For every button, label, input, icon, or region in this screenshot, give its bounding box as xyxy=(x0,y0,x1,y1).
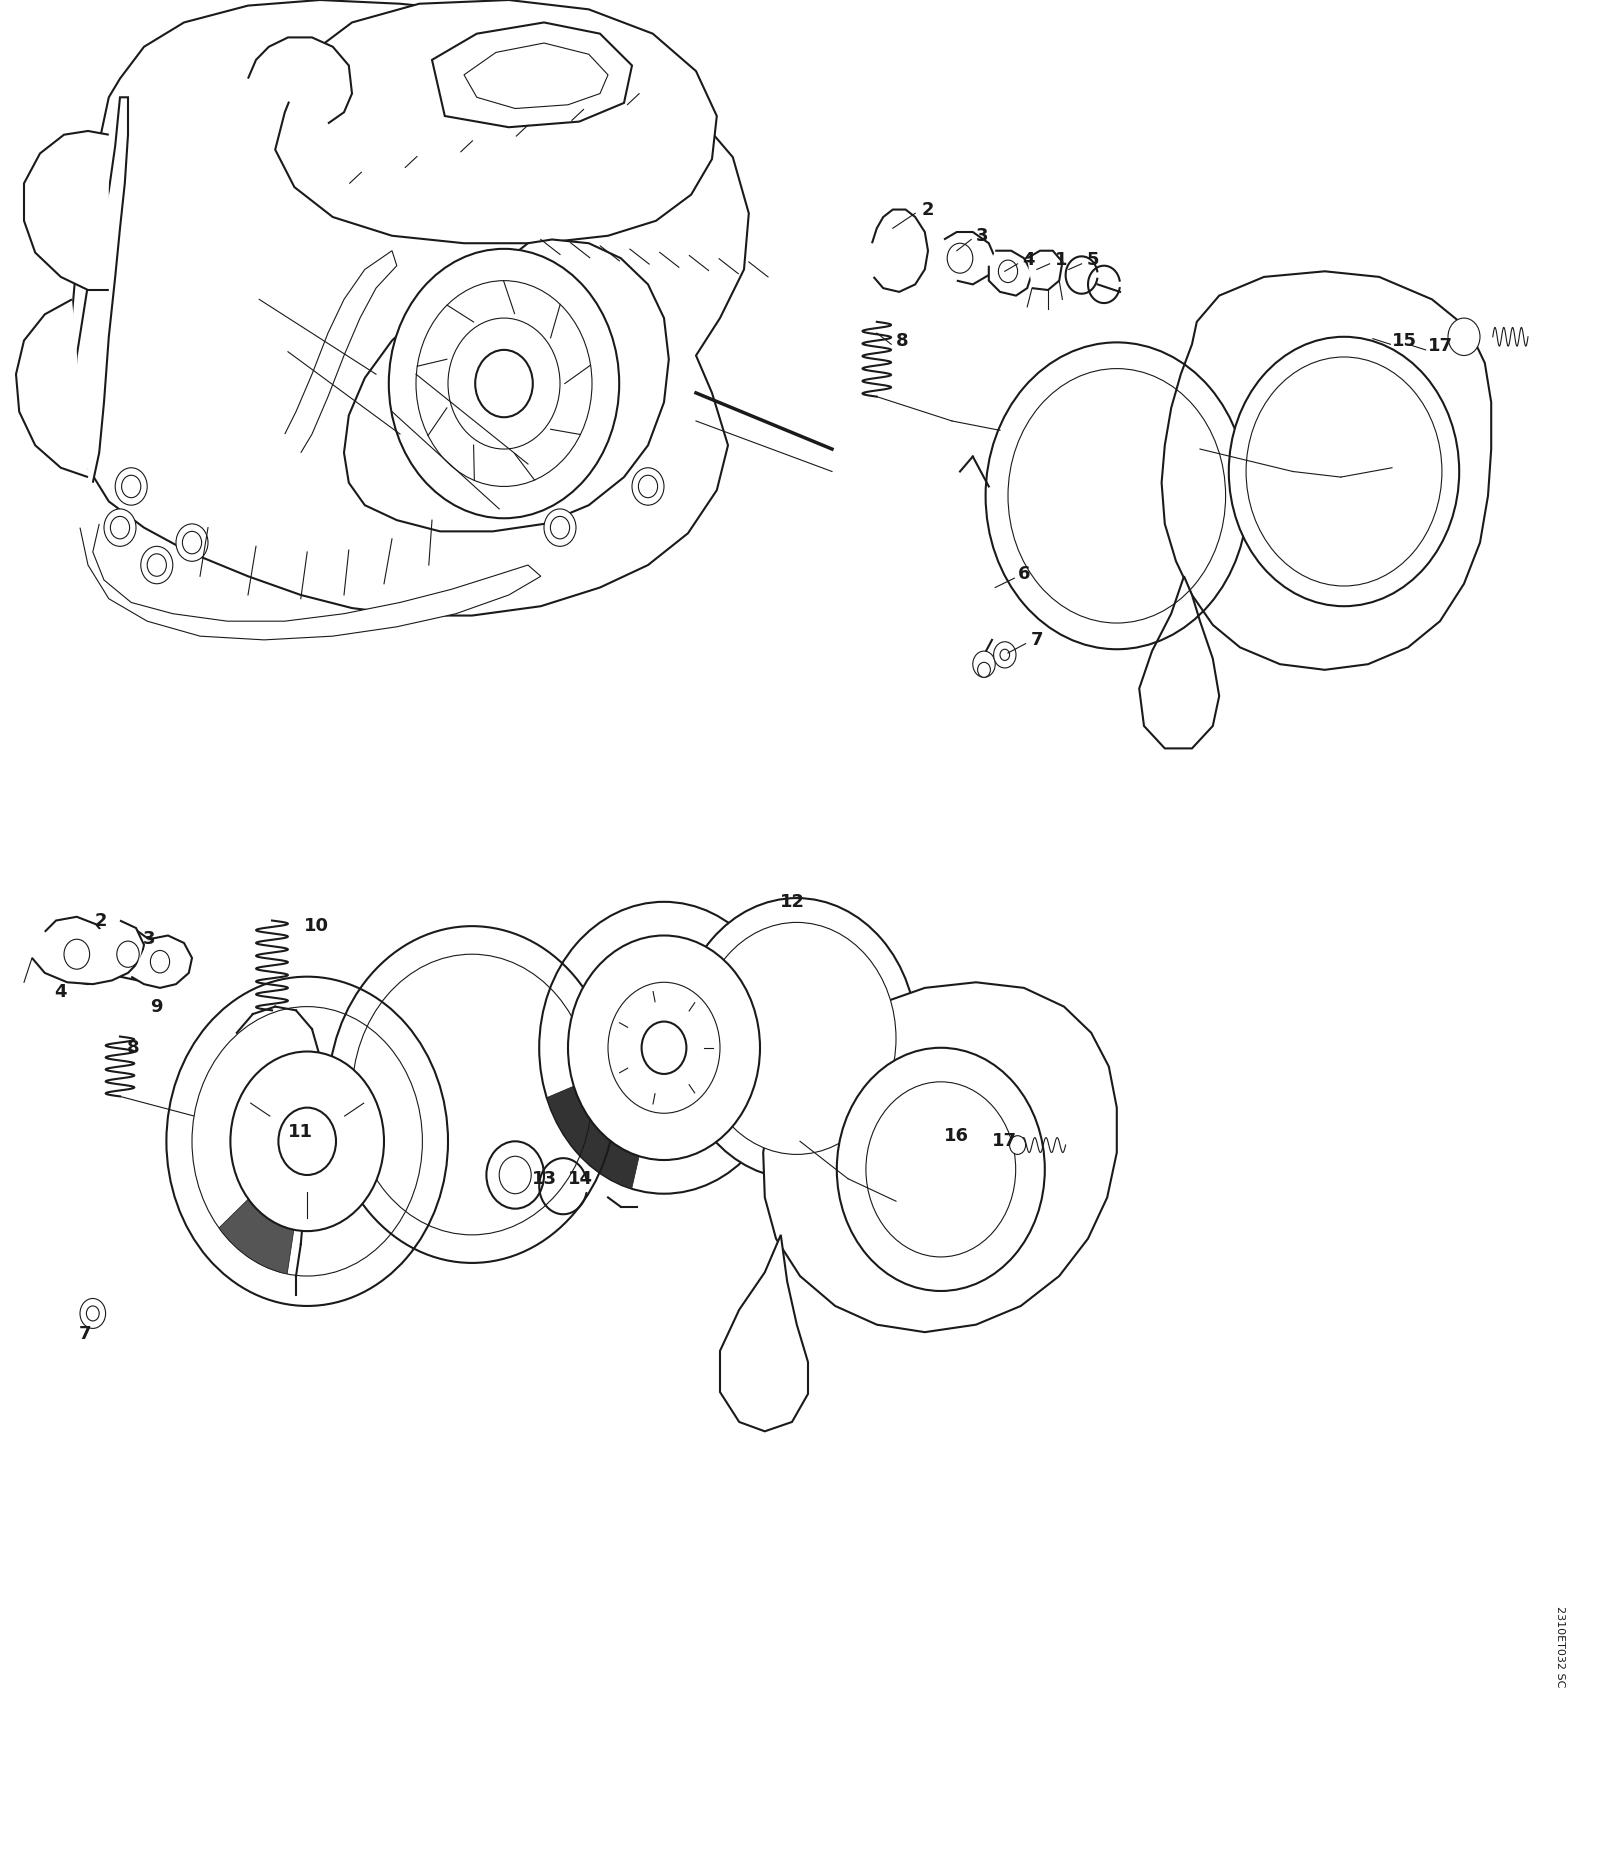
Circle shape xyxy=(141,546,173,584)
Circle shape xyxy=(86,1306,99,1321)
Circle shape xyxy=(278,1108,336,1175)
Circle shape xyxy=(166,977,448,1306)
Polygon shape xyxy=(16,299,88,477)
Circle shape xyxy=(117,941,139,967)
Polygon shape xyxy=(285,251,397,453)
Text: 7: 7 xyxy=(1030,631,1043,649)
Text: 3: 3 xyxy=(976,226,989,245)
Wedge shape xyxy=(547,1048,664,1188)
Text: 11: 11 xyxy=(288,1123,314,1141)
Circle shape xyxy=(104,509,136,546)
Polygon shape xyxy=(1139,576,1219,748)
Text: 15: 15 xyxy=(1392,331,1418,350)
Polygon shape xyxy=(72,0,749,616)
Circle shape xyxy=(677,898,917,1179)
Text: 17: 17 xyxy=(992,1132,1018,1151)
Circle shape xyxy=(642,1022,686,1074)
Circle shape xyxy=(122,475,141,498)
Polygon shape xyxy=(944,232,995,284)
Circle shape xyxy=(837,1048,1045,1291)
Circle shape xyxy=(1000,649,1010,660)
Circle shape xyxy=(973,651,995,677)
Text: 2: 2 xyxy=(94,911,107,930)
Polygon shape xyxy=(1027,251,1062,290)
Circle shape xyxy=(544,509,576,546)
Circle shape xyxy=(539,902,789,1194)
Circle shape xyxy=(64,939,90,969)
Text: 1: 1 xyxy=(1054,251,1067,269)
Circle shape xyxy=(568,936,760,1160)
Circle shape xyxy=(182,531,202,554)
Circle shape xyxy=(80,1298,106,1328)
Text: 4: 4 xyxy=(1022,251,1035,269)
Polygon shape xyxy=(989,251,1032,296)
Text: 2: 2 xyxy=(922,200,934,219)
Circle shape xyxy=(1010,1136,1026,1154)
Circle shape xyxy=(499,1156,531,1194)
Circle shape xyxy=(115,468,147,505)
Circle shape xyxy=(110,516,130,539)
Text: 14: 14 xyxy=(568,1169,594,1188)
Text: 10: 10 xyxy=(304,917,330,936)
Circle shape xyxy=(176,524,208,561)
Circle shape xyxy=(994,642,1016,668)
Circle shape xyxy=(150,950,170,973)
Wedge shape xyxy=(219,1141,307,1274)
Text: 16: 16 xyxy=(944,1126,970,1145)
Circle shape xyxy=(1448,318,1480,355)
Circle shape xyxy=(416,281,592,486)
Polygon shape xyxy=(763,982,1117,1332)
Text: 17: 17 xyxy=(1427,337,1453,355)
Polygon shape xyxy=(432,22,632,127)
Polygon shape xyxy=(344,239,669,531)
Polygon shape xyxy=(131,936,192,988)
Circle shape xyxy=(998,260,1018,283)
Polygon shape xyxy=(720,1235,808,1431)
Circle shape xyxy=(698,922,896,1154)
Polygon shape xyxy=(45,917,112,984)
Text: 9: 9 xyxy=(150,997,163,1016)
Circle shape xyxy=(230,1052,384,1231)
Polygon shape xyxy=(32,921,144,984)
Text: 4: 4 xyxy=(54,982,67,1001)
Circle shape xyxy=(192,1007,422,1276)
Circle shape xyxy=(978,662,990,677)
Polygon shape xyxy=(72,97,128,483)
Text: 3: 3 xyxy=(142,930,155,949)
Polygon shape xyxy=(248,37,352,123)
Polygon shape xyxy=(24,131,109,290)
Polygon shape xyxy=(275,0,717,243)
Circle shape xyxy=(550,516,570,539)
Text: 12: 12 xyxy=(779,892,805,911)
Polygon shape xyxy=(80,524,541,640)
Text: 8: 8 xyxy=(896,331,909,350)
Polygon shape xyxy=(1162,271,1491,670)
Text: 7: 7 xyxy=(78,1325,91,1343)
Circle shape xyxy=(475,350,533,417)
Circle shape xyxy=(147,554,166,576)
Polygon shape xyxy=(872,210,928,292)
Circle shape xyxy=(448,318,560,449)
Polygon shape xyxy=(109,930,157,980)
Circle shape xyxy=(638,475,658,498)
Circle shape xyxy=(608,982,720,1113)
Circle shape xyxy=(947,243,973,273)
Circle shape xyxy=(389,249,619,518)
Text: 5: 5 xyxy=(1086,251,1099,269)
Text: 6: 6 xyxy=(1018,565,1030,584)
Polygon shape xyxy=(464,43,608,109)
Circle shape xyxy=(1229,337,1459,606)
Text: 2310ET032 SC: 2310ET032 SC xyxy=(1555,1605,1565,1688)
Circle shape xyxy=(486,1141,544,1209)
Text: 13: 13 xyxy=(531,1169,557,1188)
Text: 8: 8 xyxy=(126,1038,139,1057)
Circle shape xyxy=(632,468,664,505)
